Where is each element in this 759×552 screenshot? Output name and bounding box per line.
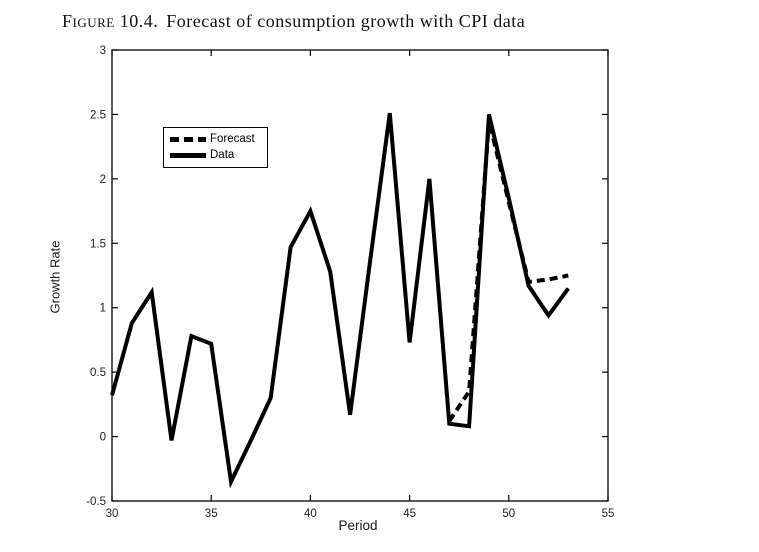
y-tick-label: 2.5 [90, 109, 106, 121]
figure-caption-label: Figure 10.4. [62, 11, 159, 31]
solid-line-icon [170, 152, 206, 158]
y-axis-label: Growth Rate [47, 240, 63, 314]
y-tick-label: 0 [100, 432, 106, 444]
y-tick-label: 1 [100, 303, 106, 315]
legend-label-forecast: Forecast [210, 133, 255, 145]
dashed-line-icon [170, 137, 206, 143]
legend-label-data: Data [210, 148, 235, 161]
y-tick-label: 3 [100, 45, 106, 57]
y-tick-label: 1.5 [90, 238, 106, 250]
y-tick-label: -0.5 [86, 496, 106, 508]
chart-legend: Forecast Data [163, 127, 268, 168]
legend-entry-forecast: Forecast [170, 133, 265, 146]
x-tick-label: 40 [304, 508, 317, 520]
figure-caption-text: Forecast of consumption growth with CPI … [166, 11, 526, 31]
x-tick-label: 55 [602, 508, 615, 520]
x-tick-label: 30 [106, 508, 119, 520]
x-tick-label: 45 [403, 508, 416, 520]
plot-border [111, 49, 609, 502]
y-tick-label: 2 [100, 174, 106, 186]
legend-entry-data: Data [170, 148, 265, 162]
y-tick-label: 0.5 [90, 367, 106, 379]
x-tick-label: 35 [205, 508, 218, 520]
x-tick-label: 50 [502, 508, 515, 520]
figure-caption: Figure 10.4. Forecast of consumption grow… [62, 11, 525, 32]
forecast-series-line [447, 120, 569, 423]
x-axis-label: Period [338, 518, 378, 533]
